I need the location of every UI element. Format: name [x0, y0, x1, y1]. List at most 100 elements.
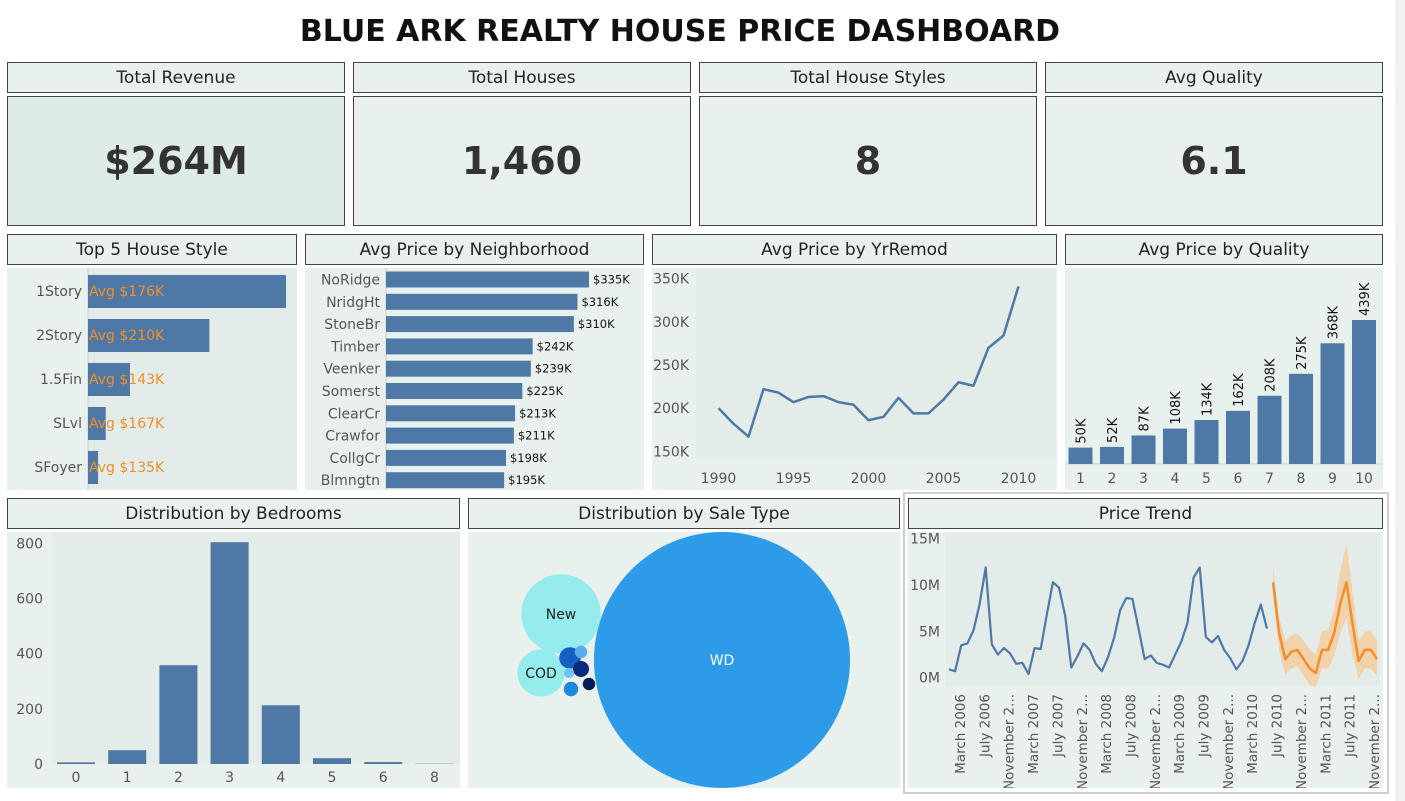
- bubble: [582, 677, 596, 691]
- category-label: ClearCr: [328, 406, 380, 422]
- data-label: $239K: [535, 362, 572, 376]
- data-label: $213K: [519, 406, 556, 420]
- x-tick-label: 3: [225, 770, 234, 786]
- x-tick-label: 6: [379, 770, 388, 786]
- data-label: 87K: [1138, 406, 1153, 432]
- y-tick-label: 5M: [919, 624, 940, 640]
- data-label: 134K: [1201, 382, 1216, 416]
- x-tick-label: November 2...: [1002, 694, 1018, 788]
- data-label: 52K: [1106, 417, 1121, 443]
- bar: [1289, 373, 1313, 464]
- bar: [1226, 410, 1250, 464]
- x-tick-label: March 2006: [953, 694, 969, 774]
- x-tick-label: 0: [72, 770, 81, 786]
- bedrooms-chart[interactable]: 800 600 400 200 0 0 1 2 3 4 5 6 8: [7, 532, 460, 788]
- forecast-line: [1271, 580, 1379, 675]
- bar: [57, 762, 95, 764]
- plot-area: [52, 532, 460, 764]
- header-avg-price-neighborhood: Avg Price by Neighborhood: [305, 234, 644, 265]
- bar: [1320, 343, 1345, 464]
- panel-bedrooms: 800 600 400 200 0 0 1 2 3 4 5 6 8: [7, 532, 460, 788]
- data-label: 162K: [1232, 373, 1247, 407]
- kpi-avg-quality[interactable]: 6.1: [1045, 96, 1383, 226]
- kpi-header-total-houses: Total Houses: [353, 62, 691, 93]
- yrremod-chart[interactable]: 350K 300K 250K 200K 150K 1990 1995 2000 2005 2010: [652, 268, 1057, 490]
- neighborhood-chart[interactable]: NoRidge $335K NridgHt $316K StoneBr $310K Timb…: [305, 268, 644, 490]
- bubble: [521, 574, 601, 654]
- category-label: 2Story: [36, 328, 82, 344]
- x-tick-label: November 2...: [1148, 694, 1164, 788]
- data-label: $198K: [510, 451, 547, 465]
- y-tick-label: 800: [16, 536, 43, 552]
- x-tick-label: July 2007: [1050, 694, 1066, 758]
- category-label: Somerst: [322, 384, 381, 400]
- x-tick-label: March 2011: [1318, 694, 1334, 774]
- bar: [261, 705, 300, 764]
- data-label: Avg $135K: [89, 460, 165, 476]
- bar: [386, 338, 533, 355]
- x-tick-label: 1990: [701, 471, 737, 487]
- vertical-scrollbar[interactable]: [1395, 0, 1405, 801]
- x-tick-label: 8: [1297, 471, 1306, 487]
- category-label: SLvl: [53, 416, 82, 432]
- data-label: $195K: [508, 473, 545, 487]
- x-tick-label: November 2...: [1294, 694, 1310, 788]
- kpi-header-total-house-styles: Total House Styles: [699, 62, 1037, 93]
- y-tick-label: 15M: [910, 532, 940, 548]
- bar: [1131, 435, 1156, 464]
- data-label: 275K: [1295, 336, 1310, 370]
- x-tick-label: 5: [328, 770, 337, 786]
- data-label: Avg $210K: [89, 328, 165, 344]
- bar: [1352, 320, 1376, 464]
- x-tick-label: March 2008: [1099, 694, 1115, 774]
- data-label: 50K: [1075, 418, 1090, 444]
- y-tick-label: 400: [16, 647, 43, 663]
- bar: [386, 360, 531, 377]
- bubble-label: New: [546, 607, 577, 623]
- house-style-chart[interactable]: 1Story Avg $176K 2Story Avg $210K 1.5Fin Avg …: [7, 268, 297, 490]
- data-label: $310K: [578, 317, 615, 331]
- x-tick-label: 7: [1265, 471, 1274, 487]
- category-label: StoneBr: [324, 317, 380, 333]
- bar: [313, 758, 351, 764]
- x-tick-label: 5: [1202, 471, 1211, 487]
- bar: [1163, 428, 1187, 464]
- panel-house-style: 1Story Avg $176K 2Story Avg $210K 1.5Fin Avg …: [7, 268, 297, 490]
- bubble-label: COD: [525, 666, 557, 682]
- x-tick-label: 2: [174, 770, 183, 786]
- bar: [88, 275, 286, 308]
- bar: [386, 405, 516, 422]
- data-label: 108K: [1169, 391, 1184, 425]
- x-tick-label: 1: [1076, 471, 1085, 487]
- saletype-chart[interactable]: WD New COD: [468, 532, 900, 788]
- data-label: $211K: [518, 429, 555, 443]
- bar: [1194, 420, 1219, 464]
- category-label: Crawfor: [325, 429, 380, 445]
- data-label: 439K: [1358, 282, 1373, 316]
- bar: [88, 319, 210, 352]
- kpi-total-houses[interactable]: 1,460: [353, 96, 691, 226]
- trend-chart[interactable]: 15M 10M 5M 0M March 2006 July 2006 November 2.…: [908, 532, 1383, 790]
- bar: [108, 750, 147, 764]
- bar: [386, 271, 589, 288]
- x-tick-label: 2010: [1001, 471, 1037, 487]
- actual-line: [948, 566, 1269, 676]
- x-tick-label: November 2...: [1075, 694, 1091, 788]
- kpi-total-house-styles[interactable]: 8: [699, 96, 1037, 226]
- kpi-header-avg-quality: Avg Quality: [1045, 62, 1383, 93]
- bar: [386, 316, 574, 333]
- kpi-total-revenue[interactable]: $264M: [7, 96, 345, 226]
- quality-chart[interactable]: 1 50K 2 52K 3 87K 4 108K 5 134K 6 162K 7 208K 8 275K 9 36…: [1065, 268, 1383, 490]
- y-tick-label: 300K: [653, 315, 690, 331]
- x-tick-label: 1995: [776, 471, 812, 487]
- data-label: 368K: [1327, 305, 1342, 339]
- bar: [1100, 446, 1124, 464]
- page-title: BLUE ARK REALTY HOUSE PRICE DASHBOARD: [299, 14, 1061, 49]
- panel-saletype: WD New COD: [468, 532, 900, 788]
- plot-area: [696, 270, 1056, 460]
- x-tick-label: 2000: [851, 471, 887, 487]
- y-tick-label: 0: [34, 757, 43, 773]
- x-tick-label: 4: [276, 770, 285, 786]
- category-label: Veenker: [323, 362, 380, 378]
- y-tick-label: 0M: [919, 671, 940, 687]
